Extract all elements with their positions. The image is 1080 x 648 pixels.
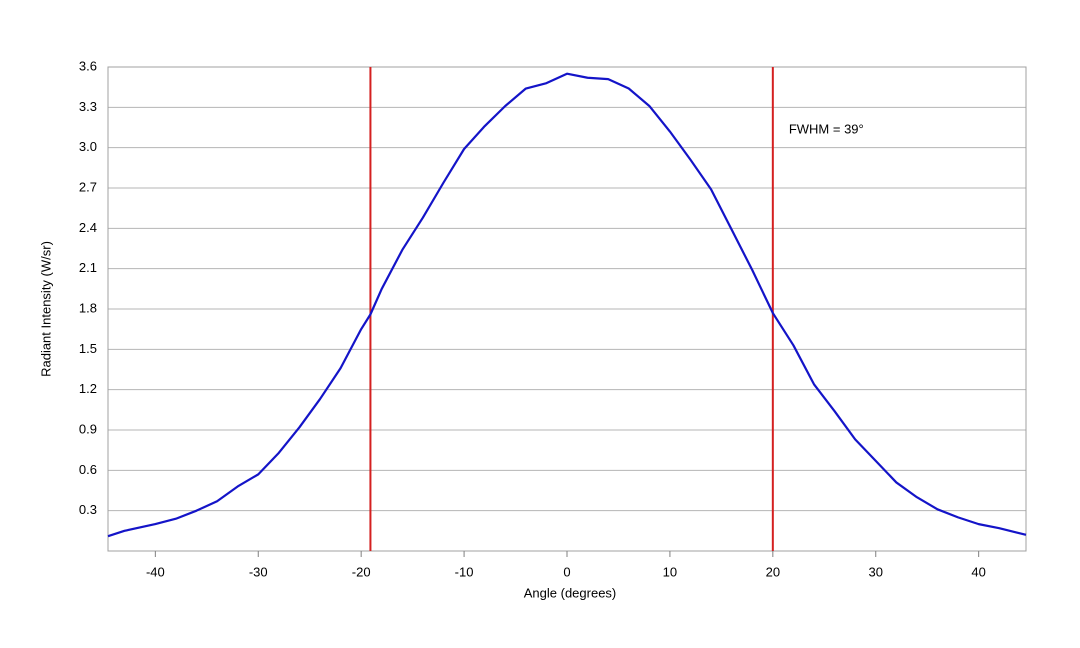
y-tick-label: 2.1 <box>79 260 97 275</box>
y-tick-label: 1.5 <box>79 341 97 356</box>
y-tick-label: 0.9 <box>79 421 97 436</box>
y-axis-label: Radiant Intensity (W/sr) <box>38 241 53 377</box>
y-tick-label: 1.2 <box>79 381 97 396</box>
y-tick-label: 3.3 <box>79 99 97 114</box>
x-tick-label: -20 <box>352 564 371 579</box>
y-tick-label: 1.8 <box>79 300 97 315</box>
annotation: FWHM = 39° <box>789 121 864 136</box>
x-tick-label: -30 <box>249 564 268 579</box>
x-tick-label: 30 <box>869 564 883 579</box>
data-line <box>107 72 1027 538</box>
x-axis-label: Angle (degrees) <box>524 585 617 600</box>
y-tick-label: 2.7 <box>79 179 97 194</box>
x-tick-label: 10 <box>663 564 677 579</box>
x-tick-label: -40 <box>146 564 165 579</box>
y-tick-label: 0.6 <box>79 462 97 477</box>
y-tick-label: 3.0 <box>79 139 97 154</box>
y-tick-label: 3.6 <box>79 58 97 73</box>
x-tick-label: 20 <box>766 564 780 579</box>
x-tick-label: -10 <box>455 564 474 579</box>
x-tick-label: 0 <box>563 564 570 579</box>
x-tick-label: 40 <box>971 564 985 579</box>
y-tick-label: 0.3 <box>79 502 97 517</box>
y-tick-label: 2.4 <box>79 220 97 235</box>
